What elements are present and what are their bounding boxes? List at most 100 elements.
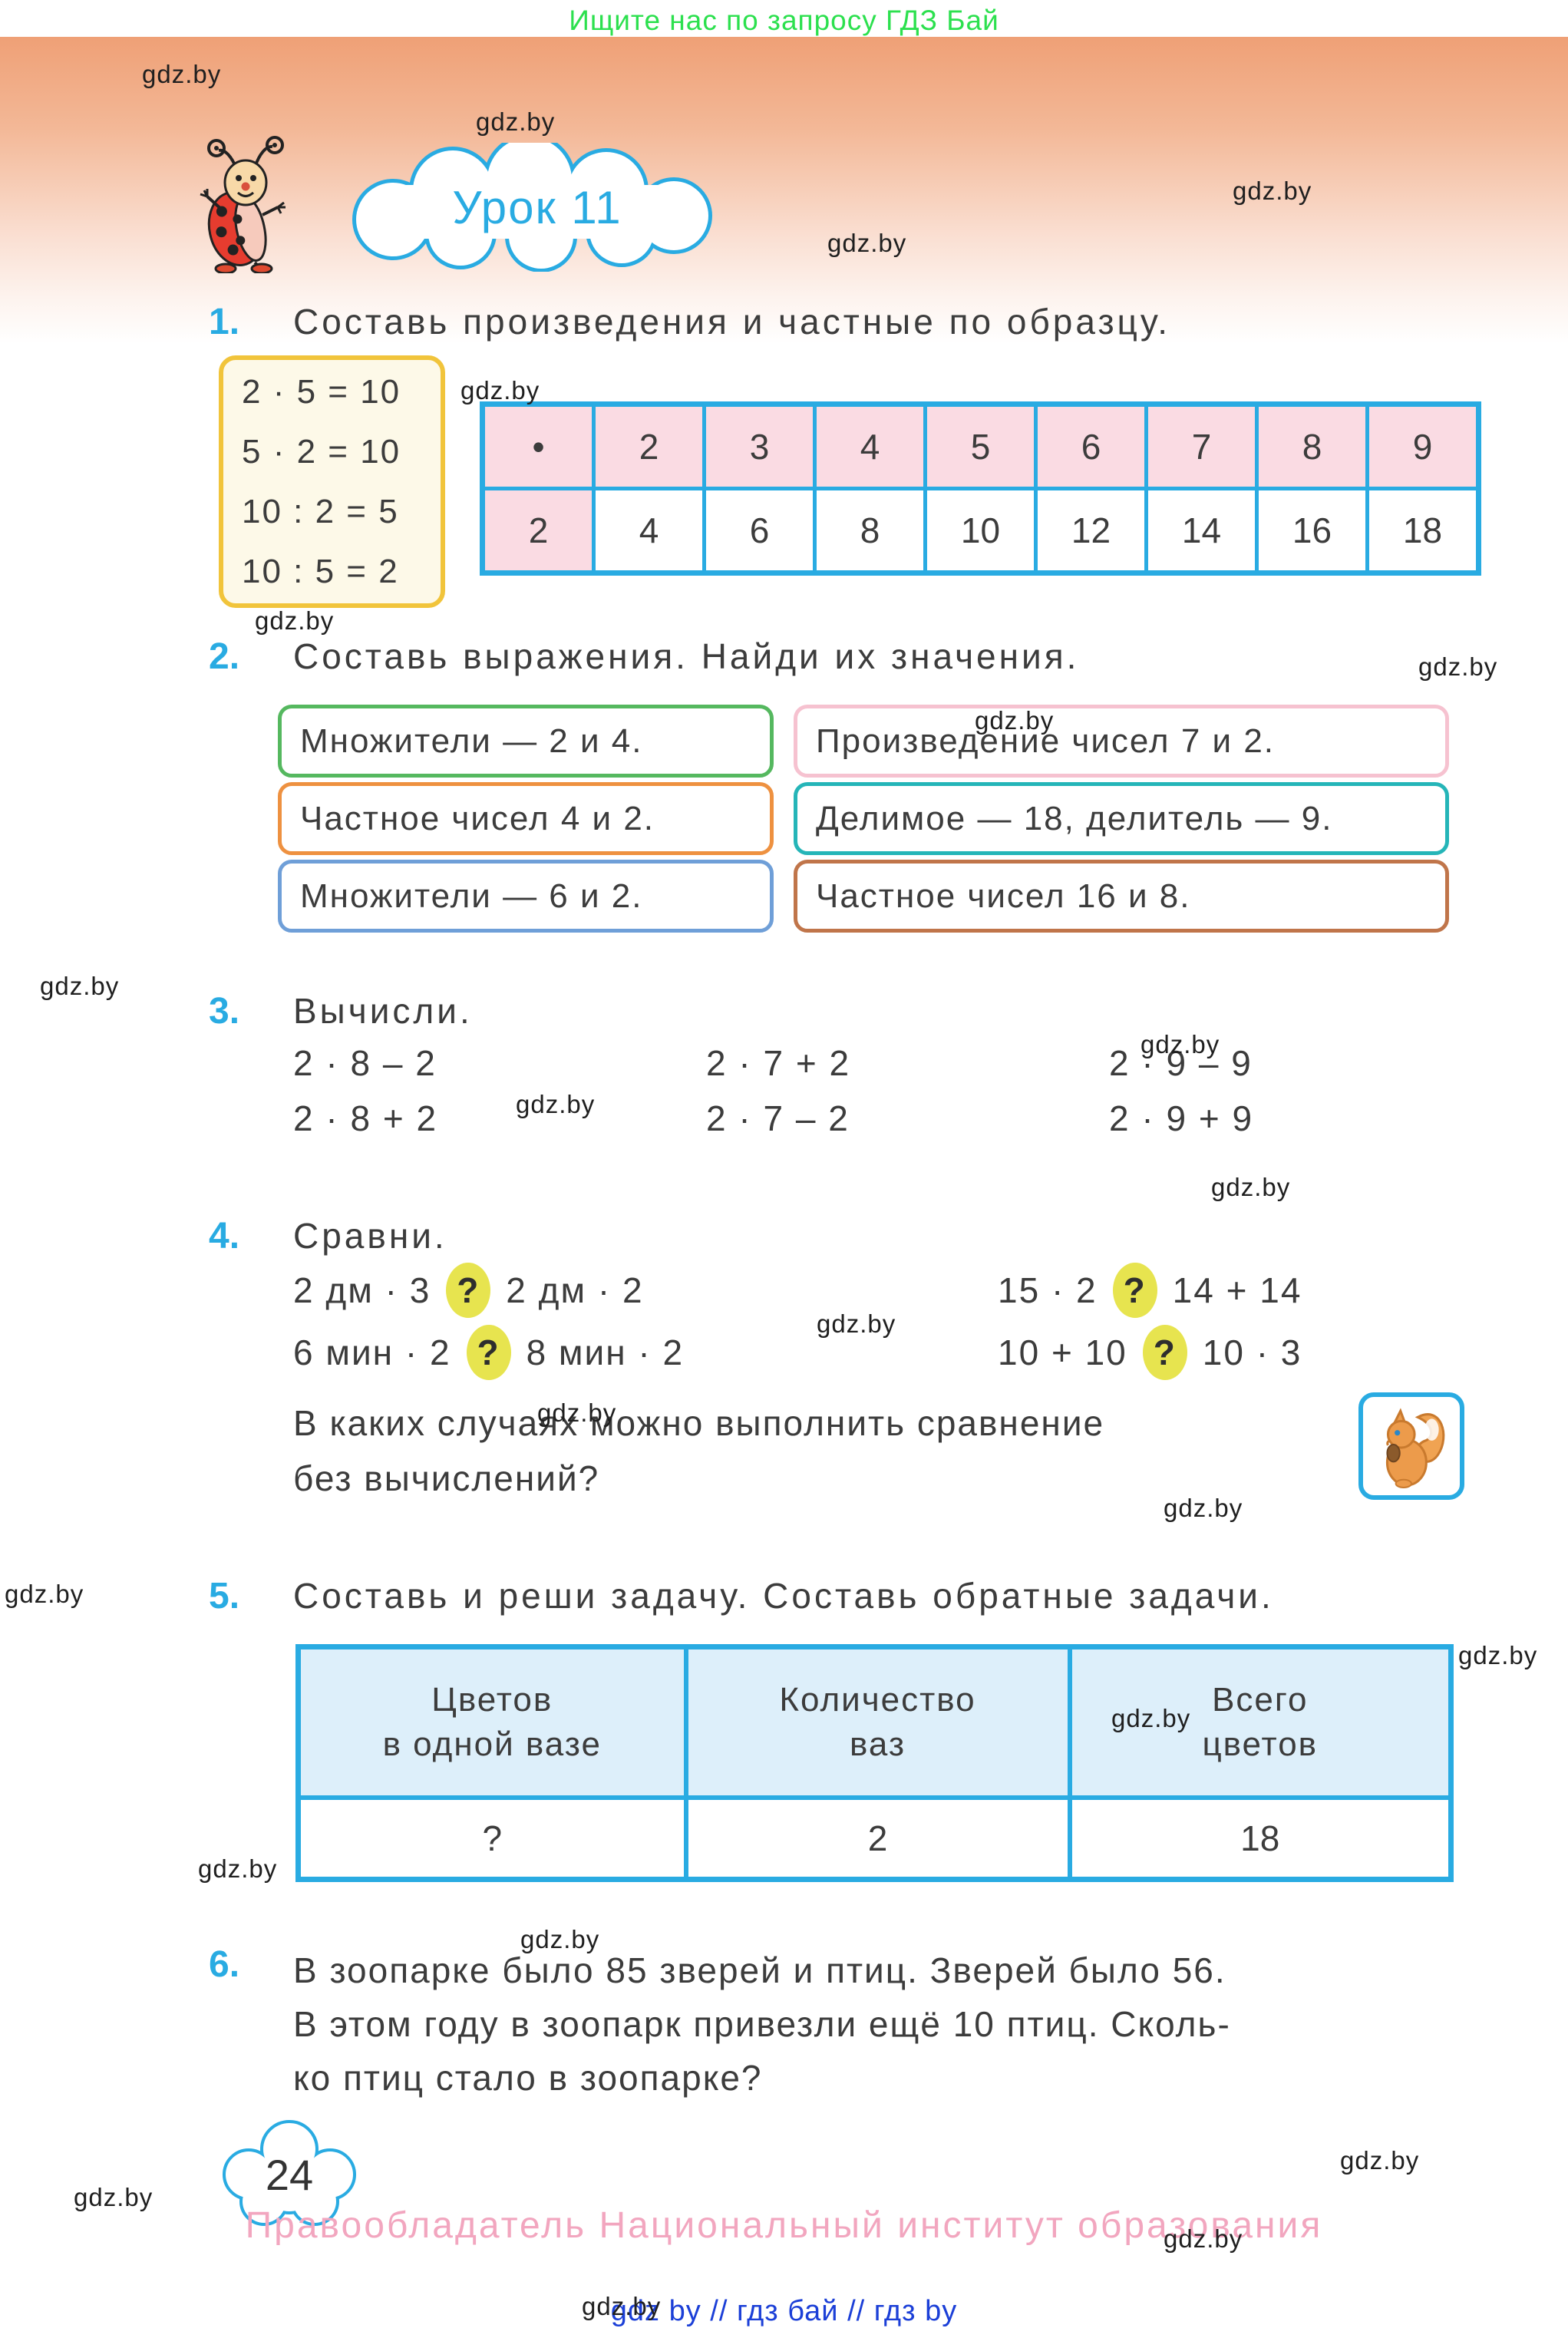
header-cell: 4: [813, 402, 927, 490]
condition-label: Множители — 2 и 4.: [300, 722, 643, 760]
condition-box: Делимое — 18, делитель — 9.: [794, 782, 1449, 855]
multiplication-table: • 2 3 4 5 6 7 8 9 2 4 6 8 10 12 14 16 18: [480, 401, 1481, 576]
task3-title: Вычисли.: [293, 991, 473, 1031]
page-number-cloud: 24: [216, 2117, 362, 2232]
squirrel-image-frame: [1358, 1392, 1464, 1500]
comparison-line: 15 · 2 ? 14 + 14: [998, 1263, 1302, 1318]
value-cell: 12: [1034, 487, 1148, 575]
task1-example-box: 2 · 5 = 10 5 · 2 = 10 10 : 2 = 5 10 : 5 …: [219, 355, 445, 608]
watermark: gdz.by: [582, 2292, 662, 2320]
watermark: gdz.by: [817, 1309, 896, 1338]
header-cell: 5: [923, 402, 1038, 490]
watermark: gdz.by: [1340, 2146, 1420, 2175]
comparison-right: 14 + 14: [1172, 1270, 1302, 1310]
header-cell: 7: [1144, 402, 1259, 490]
watermark: gdz.by: [40, 972, 120, 1000]
task5-number: 5.: [209, 1576, 240, 1616]
watermark: gdz.by: [1418, 652, 1498, 681]
header-cell: 9: [1365, 402, 1481, 490]
header-cell: Количество ваз: [683, 1644, 1072, 1800]
comparison-left: 15 · 2: [998, 1270, 1098, 1310]
footer-links[interactable]: gdz by // гдз бай // гдз by: [610, 2295, 958, 2327]
condition-label: Делимое — 18, делитель — 9.: [816, 799, 1333, 837]
comparison-line: 10 + 10 ? 10 · 3: [998, 1325, 1302, 1380]
value-cell: 18: [1365, 487, 1481, 575]
task6-number: 6.: [209, 1944, 240, 1985]
watermark: gdz.by: [537, 1399, 617, 1427]
condition-box: Множители — 2 и 4.: [278, 705, 774, 778]
watermark: gdz.by: [255, 606, 335, 635]
squirrel-illustration: [1385, 1408, 1445, 1488]
value-cell: 2: [683, 1795, 1072, 1882]
expression: 2 · 8 + 2: [293, 1098, 438, 1138]
watermark: gdz.by: [1164, 2224, 1243, 2253]
comparison-right: 8 мин · 2: [526, 1332, 685, 1372]
question-mark-badge: ?: [466, 1325, 511, 1380]
condition-box: Частное чисел 16 и 8.: [794, 860, 1449, 933]
expression: 2 · 7 – 2: [706, 1098, 850, 1138]
word-problem-table: Цветов в одной вазе Количество ваз Всего…: [295, 1644, 1454, 1882]
watermark: gdz.by: [5, 1580, 84, 1608]
watermark: gdz.by: [827, 229, 907, 257]
condition-box: Произведение чисел 7 и 2.: [794, 705, 1449, 778]
value-cell: ?: [295, 1795, 688, 1882]
row-label-cell: 2: [480, 487, 596, 575]
comparison-line: 2 дм · 3 ? 2 дм · 2: [293, 1263, 644, 1318]
table-row: ? 2 18: [295, 1795, 1454, 1882]
lesson-cloud: Урок 11: [345, 143, 729, 272]
task4-question: В каких случаях можно выполнить сравнени…: [293, 1403, 1105, 1498]
condition-label: Частное чисел 16 и 8.: [816, 877, 1191, 915]
expression: 2 · 9 – 9: [1109, 1043, 1253, 1083]
ladybug-illustration: [200, 136, 286, 273]
value-cell: 10: [923, 487, 1038, 575]
comparison-left: 6 мин · 2: [293, 1332, 451, 1372]
task5-title: Составь и реши задачу. Составь обратные …: [293, 1576, 1274, 1616]
watermark: gdz.by: [74, 2183, 153, 2211]
header-cell: Цветов в одной вазе: [295, 1644, 688, 1800]
table-row: 2 4 6 8 10 12 14 16 18: [480, 487, 1481, 575]
header-cell: 2: [592, 402, 706, 490]
example-line: 10 : 2 = 5: [242, 492, 399, 530]
task4-title: Сравни.: [293, 1216, 447, 1256]
condition-label: Частное чисел 4 и 2.: [300, 799, 655, 837]
comparison-line: 6 мин · 2 ? 8 мин · 2: [293, 1325, 684, 1380]
question-mark-badge: ?: [446, 1263, 491, 1318]
value-cell: 6: [702, 487, 817, 575]
comparison-left: 10 + 10: [998, 1332, 1127, 1372]
task1-number: 1.: [209, 302, 240, 342]
value-cell: 18: [1067, 1795, 1454, 1882]
expression: 2 · 9 + 9: [1109, 1098, 1254, 1138]
comparison-left: 2 дм · 3: [293, 1270, 431, 1310]
header-cell: 6: [1034, 402, 1148, 490]
task2-title: Составь выражения. Найди их значения.: [293, 636, 1080, 676]
table-header-row: Цветов в одной вазе Количество ваз Всего…: [295, 1644, 1454, 1800]
value-cell: 4: [592, 487, 706, 575]
watermark: gdz.by: [975, 706, 1055, 735]
example-line: 10 : 5 = 2: [242, 552, 399, 590]
task3-number: 3.: [209, 991, 240, 1032]
value-cell: 14: [1144, 487, 1259, 575]
watermark: gdz.by: [516, 1090, 596, 1118]
condition-box: Множители — 6 и 2.: [278, 860, 774, 933]
task1-title: Составь произведения и частные по образц…: [293, 302, 1171, 342]
example-line: 5 · 2 = 10: [242, 432, 401, 471]
task4-number: 4.: [209, 1216, 240, 1257]
task2-number: 2.: [209, 636, 240, 677]
header-cell: Всего цветов: [1067, 1644, 1454, 1800]
watermark: gdz.by: [1141, 1030, 1220, 1058]
condition-label: Произведение чисел 7 и 2.: [816, 722, 1276, 760]
promo-banner: Ищите нас по запросу ГДЗ Бай: [569, 5, 999, 36]
watermark: gdz.by: [198, 1854, 278, 1883]
copyright-text: Правообладатель Национальный институт об…: [245, 2205, 1323, 2246]
watermark: gdz.by: [1111, 1704, 1191, 1732]
header-cell: 8: [1255, 402, 1369, 490]
header-cell: 3: [702, 402, 817, 490]
watermark: gdz.by: [142, 60, 222, 88]
condition-label: Множители — 6 и 2.: [300, 877, 643, 915]
comparison-right: 2 дм · 2: [506, 1270, 644, 1310]
value-cell: 8: [813, 487, 927, 575]
value-cell: 16: [1255, 487, 1369, 575]
expression: 2 · 8 – 2: [293, 1043, 437, 1083]
table-header-row: • 2 3 4 5 6 7 8 9: [480, 402, 1481, 490]
